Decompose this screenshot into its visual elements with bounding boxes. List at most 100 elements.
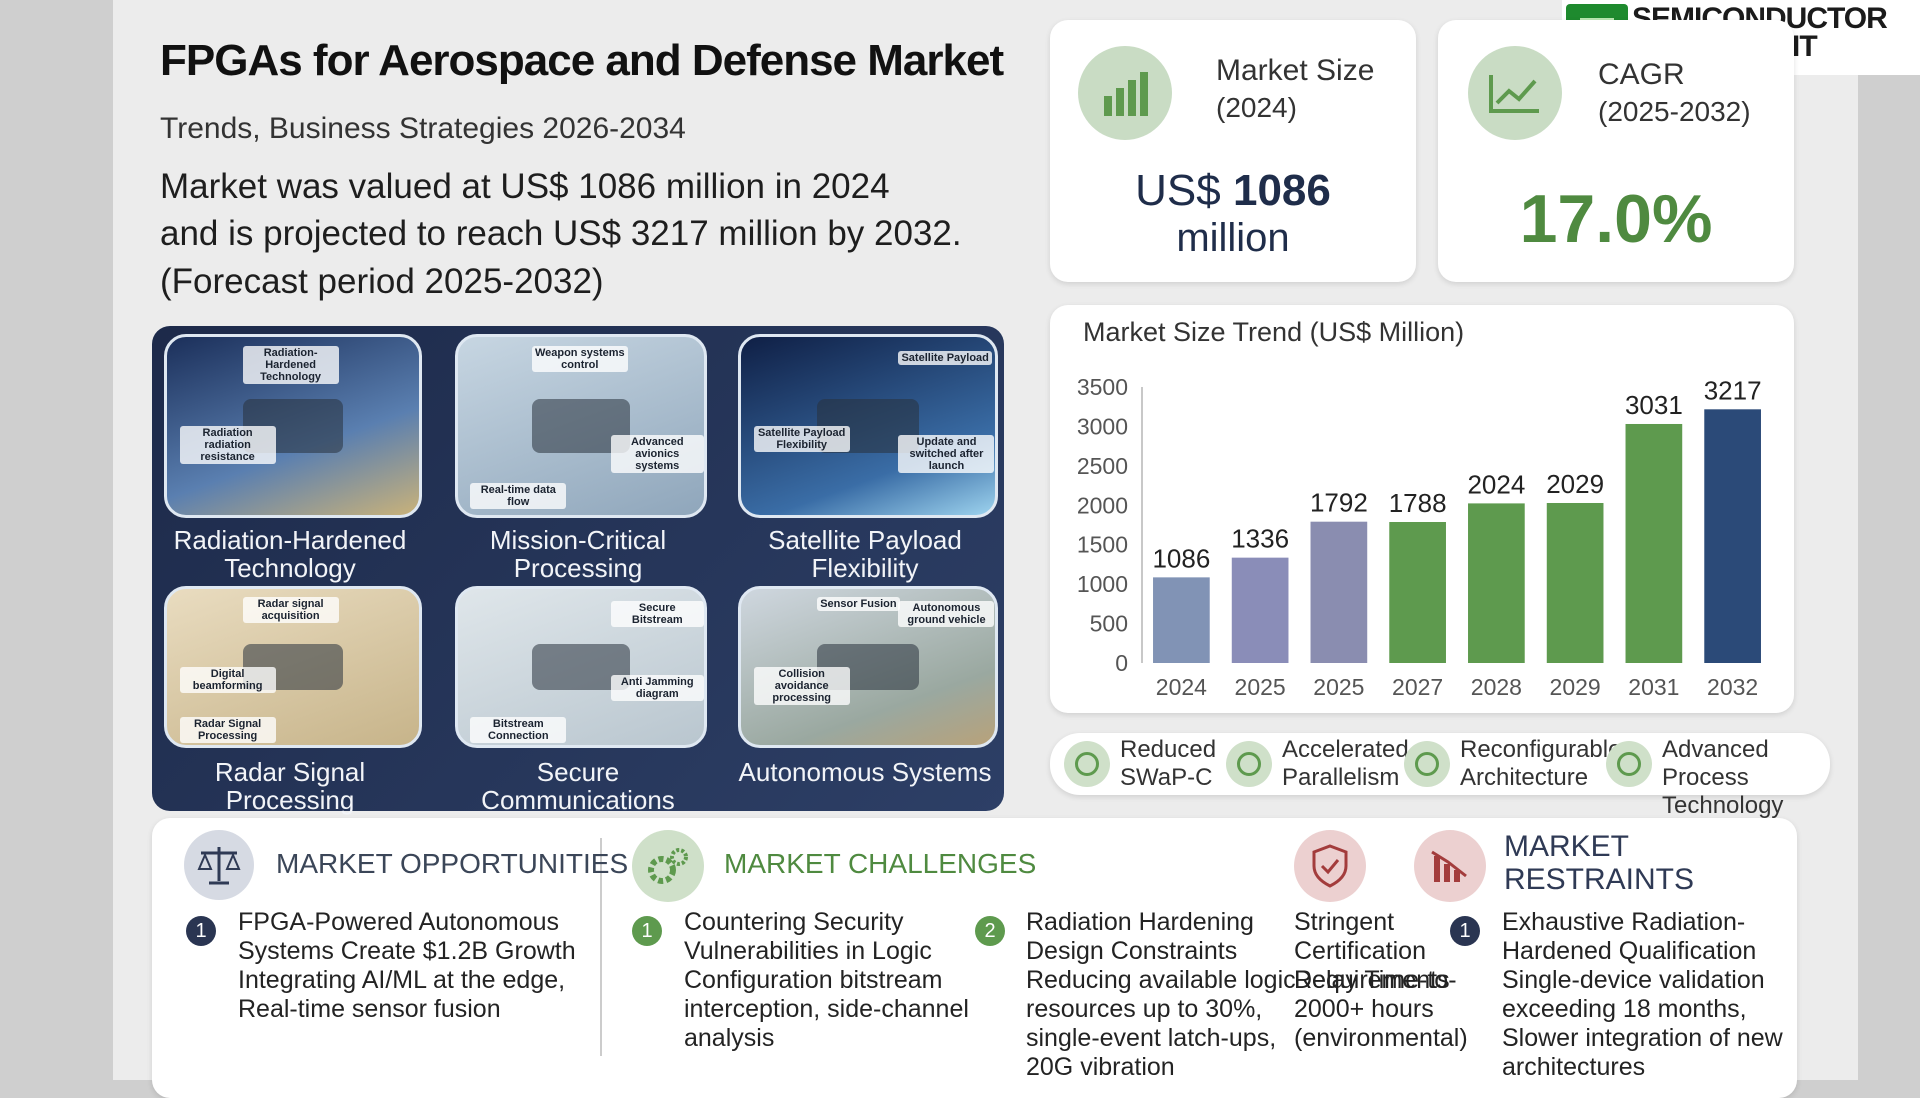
application-label: Secure Communications [481, 757, 675, 815]
item-text: Delay Time-to-2000+ hours (environmental… [1294, 966, 1468, 1052]
bar [1153, 577, 1210, 663]
item-number: 2 [975, 916, 1005, 946]
item-title: Radiation Hardening Design Constraints [1026, 908, 1254, 965]
scale-icon [184, 830, 254, 900]
benefits-bar: Reduced SWaP-C Accelerated Parallelism Rec… [1050, 733, 1830, 819]
application-tile: Radar Signal Processing Radar signal acqu… [164, 586, 422, 748]
gear-icon [632, 830, 704, 902]
item-title: Stringent Certification Requirements [1294, 908, 1450, 994]
item-text: Integrating AI/ML at the edge, Real-time… [238, 966, 566, 1023]
application-label: Mission-Critical Processing [489, 525, 667, 583]
tile-note: Sensor Fusion [817, 596, 900, 611]
benefit-icon [1606, 741, 1652, 787]
benefit-icon [1226, 741, 1272, 787]
application-label: Satellite Payload Flexibility [768, 525, 962, 583]
trend-glyph [1489, 75, 1539, 113]
item-number: 1 [632, 916, 662, 946]
tile-note: Autonomous ground vehicle [898, 601, 995, 628]
shield-glyph [1312, 844, 1348, 888]
stat-label: Market Size [1216, 54, 1375, 87]
value-label: 3217 [1704, 375, 1762, 405]
value-label: 1086 [1152, 543, 1210, 573]
tile-note: Radar signal acquisition [242, 596, 339, 623]
item-title: Countering Security Vulnerabilities in L… [684, 908, 932, 965]
chart-card: Market Size Trend (US$ Million) 0 500 1000… [1050, 305, 1794, 713]
value-label: 1792 [1310, 488, 1368, 518]
y-tick-label: 2500 [1077, 453, 1128, 479]
stat-period: (2024) [1216, 92, 1297, 123]
tile-note: Digital beamforming [179, 667, 276, 693]
stat-unit: million [1176, 216, 1290, 260]
tile-note: Secure Bitstream [610, 601, 704, 628]
tile-note: Bitstream Connection [470, 716, 567, 743]
x-tick-label: 2027 [1392, 674, 1443, 700]
shield-icon [1294, 830, 1366, 902]
application-tile: Advanced avionics systems Real-time data … [455, 334, 707, 518]
tile-note: Anti Jamming diagram [610, 674, 704, 701]
item-text: Configuration bitstream interception, si… [684, 966, 969, 1052]
subtitle: Trends, Business Strategies 2026-2034 [160, 112, 686, 145]
application-tile: Secure Bitstream Anti Jamming diagram Bits… [455, 586, 707, 748]
x-tick-label: 2032 [1707, 674, 1758, 700]
bar [1704, 409, 1761, 663]
bar [1231, 557, 1289, 663]
x-tick-label: 2024 [1156, 674, 1207, 700]
item-number: 1 [1450, 916, 1480, 946]
stat-number: 1086 [1232, 166, 1331, 215]
chart: Market Size Trend (US$ Million) 0 500 1000… [1077, 317, 1762, 700]
description: and is projected to reach US$ 3217 milli… [160, 214, 962, 253]
tile-note: Update and switched after launch [898, 434, 995, 473]
tile-note: Radar Signal Processing [179, 716, 276, 743]
tile-note: Satellite Payload [898, 351, 992, 366]
tile-note: Radiation-Hardened Technology [242, 345, 339, 384]
chart-title: Market Size Trend (US$ Million) [1083, 317, 1464, 347]
stat-prefix: US$ [1135, 166, 1221, 215]
y-tick-label: 2000 [1077, 492, 1128, 518]
section-heading: MARKET RESTRAINTS [1504, 830, 1695, 896]
item-number: 1 [186, 916, 216, 946]
stat-period: (2025-2032) [1598, 96, 1751, 127]
applications-panel: Radiation-Hardened Technology Radiation r… [152, 326, 1004, 815]
divider [600, 838, 602, 1056]
application-label: Autonomous Systems [738, 757, 992, 787]
gear-glyph [648, 848, 688, 884]
benefit-icon-core [1415, 752, 1439, 776]
benefit-icon [1064, 741, 1110, 787]
benefit-label: Reconfigurable Architecture [1460, 736, 1622, 791]
benefit-icon-core [1237, 752, 1261, 776]
tile-note: Collision avoidance processing [753, 667, 850, 705]
item-title: Exhaustive Radiation-Hardened Qualificat… [1502, 908, 1757, 965]
tile-note: Real-time data flow [470, 482, 567, 509]
application-label: Radar Signal Processing [214, 757, 366, 815]
benefit-icon [1404, 741, 1450, 787]
item-text: Single-device validation exceeding 18 mo… [1502, 966, 1783, 1081]
bars-icon [1104, 72, 1148, 116]
bar [1389, 522, 1446, 663]
benefit-icon-core [1075, 752, 1099, 776]
value-label: 1336 [1231, 524, 1289, 554]
section-heading: MARKET CHALLENGES [724, 848, 1037, 879]
stat-value: 17.0% [1519, 181, 1713, 257]
value-label: 1788 [1389, 488, 1447, 518]
bottom-card: MARKET OPPORTUNITIES 1 FPGA-Powered Auto… [152, 818, 1797, 1098]
title: FPGAs for Aerospace and Defense Market [160, 36, 1004, 85]
cagr-card: CAGR (2025-2032) 17.0% [1438, 20, 1794, 282]
tile-note: Advanced avionics systems [610, 434, 704, 473]
application-tile: Radiation-Hardened Technology Radiation r… [164, 334, 422, 518]
y-tick-label: 3000 [1077, 413, 1128, 439]
y-tick-label: 0 [1115, 650, 1128, 676]
application-label: Radiation-Hardened Technology [173, 525, 407, 583]
y-tick-label: 3500 [1077, 374, 1128, 400]
bar [1546, 502, 1604, 663]
item-title: FPGA-Powered Autonomous Systems Create $… [238, 908, 576, 965]
value-label: 3031 [1625, 390, 1683, 420]
bar [1625, 423, 1683, 663]
y-tick-label: 500 [1090, 611, 1128, 637]
tile-note: Radiation radiation resistance [179, 426, 276, 464]
y-tick-label: 1000 [1077, 571, 1128, 597]
x-tick-label: 2025 [1313, 674, 1364, 700]
value-label: 2024 [1467, 469, 1525, 499]
bar [1468, 503, 1525, 663]
